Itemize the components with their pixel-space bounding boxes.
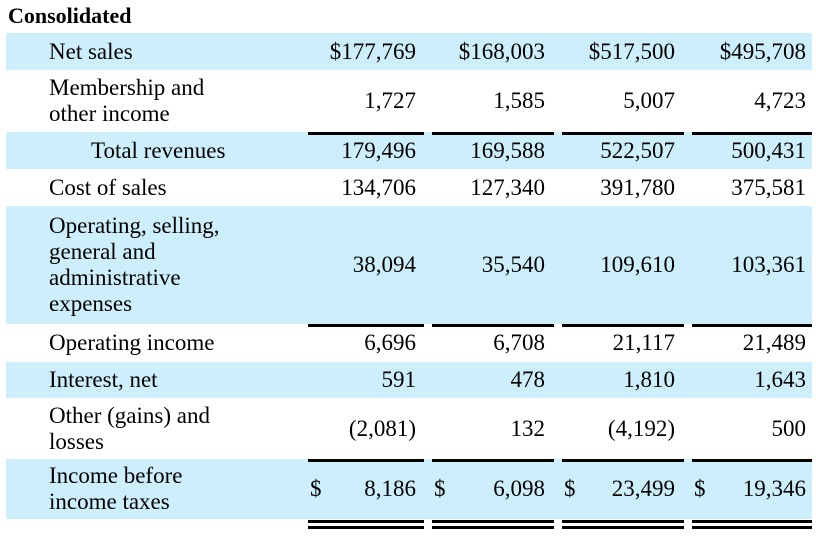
row-label-line: general and (49, 239, 156, 264)
currency-symbol: $ (564, 476, 576, 501)
value-cell: 38,094 (352, 252, 416, 277)
value-cell: 134,706 (341, 174, 416, 200)
value-cell: 127,340 (470, 174, 545, 200)
row-label: Other (gains) and losses (6, 403, 300, 455)
value-cell: 1,727 (364, 88, 416, 113)
row-label: Interest, net (49, 367, 158, 392)
table-row-cost-of-sales: Cost of sales 134,706 127,340 391,780 37… (6, 169, 812, 206)
value-cell: 103,361 (731, 252, 806, 277)
value-cell: 109,610 (600, 252, 675, 277)
value-cell: 6,696 (300, 324, 424, 362)
table-title: Consolidated (8, 3, 132, 28)
row-label-line: administrative (49, 265, 181, 290)
value-cell: 391,780 (600, 174, 675, 200)
currency-symbol: $ (310, 476, 322, 501)
value-cell: 478 (510, 367, 546, 392)
value-cell: 522,507 (554, 132, 684, 169)
value-cell: 179,496 (300, 132, 424, 169)
value-cell: (4,192) (607, 415, 675, 441)
row-label-line: Other (gains) and (49, 402, 210, 428)
value-cell: $177,769 (329, 38, 416, 64)
value-cell: 375,581 (731, 174, 806, 200)
value-cell: 1,585 (493, 88, 545, 113)
row-label-line: expenses (49, 291, 133, 316)
value-cell: $ 19,346 (684, 459, 812, 529)
table-row-sga-expenses: Operating, selling, general and administ… (6, 206, 812, 324)
value-cell: 500 (771, 415, 807, 441)
value-text: 23,499 (611, 476, 675, 501)
row-label-line: losses (49, 428, 104, 454)
consolidated-income-table: Net sales $177,769 $168,003 $517,500 $49… (6, 33, 812, 529)
value-cell: 1,810 (623, 367, 675, 392)
value-cell: $ 23,499 (554, 459, 684, 529)
table-row-income-before-taxes: Income before income taxes $ 8,186 $ 6,0… (6, 459, 812, 529)
value-cell: $517,500 (588, 38, 675, 64)
value-text: 6,098 (493, 476, 545, 501)
value-cell: 4,723 (754, 88, 806, 113)
value-cell: 6,708 (424, 324, 554, 362)
currency-symbol: $ (694, 476, 706, 501)
row-label: Membership and other income (6, 75, 300, 127)
table-row-net-sales: Net sales $177,769 $168,003 $517,500 $49… (6, 33, 812, 70)
value-cell: 21,489 (684, 324, 812, 362)
row-label: Net sales (49, 38, 133, 64)
row-label: Total revenues (91, 137, 226, 163)
value-cell: 21,117 (554, 324, 684, 362)
row-label-line: Income before (49, 463, 183, 488)
value-cell: $168,003 (458, 38, 545, 64)
row-label: Operating, selling, general and administ… (6, 213, 300, 317)
value-cell: 35,540 (481, 252, 545, 277)
table-row-interest-net: Interest, net 591 478 1,810 1,643 (6, 362, 812, 398)
value-cell: 169,588 (424, 132, 554, 169)
table-row-operating-income: Operating income 6,696 6,708 21,117 21,4… (6, 324, 812, 362)
row-label-line: Operating, selling, (49, 213, 220, 238)
value-cell: 500,431 (684, 132, 812, 169)
value-cell: 591 (381, 367, 417, 392)
row-label: Cost of sales (49, 174, 167, 200)
value-cell: (2,081) (348, 415, 416, 441)
value-cell: 132 (510, 415, 546, 441)
table-row-total-revenues: Total revenues 179,496 169,588 522,507 5… (6, 132, 812, 169)
row-label-line: income taxes (49, 489, 170, 514)
row-label-line: Membership and (49, 75, 205, 100)
value-text: 8,186 (364, 476, 416, 501)
value-cell: 5,007 (623, 88, 675, 113)
value-cell: $ 8,186 (300, 459, 424, 529)
value-cell: $ 6,098 (424, 459, 554, 529)
value-text: 19,346 (742, 476, 806, 501)
value-cell: $495,708 (719, 38, 806, 64)
row-label-line: other income (49, 101, 170, 126)
row-label: Operating income (49, 330, 215, 355)
row-label: Income before income taxes (6, 463, 300, 515)
value-cell: 1,643 (754, 367, 806, 392)
currency-symbol: $ (434, 476, 446, 501)
table-row-membership-income: Membership and other income 1,727 1,585 … (6, 70, 812, 132)
table-row-other-gains-losses: Other (gains) and losses (2,081) 132 (4,… (6, 398, 812, 459)
